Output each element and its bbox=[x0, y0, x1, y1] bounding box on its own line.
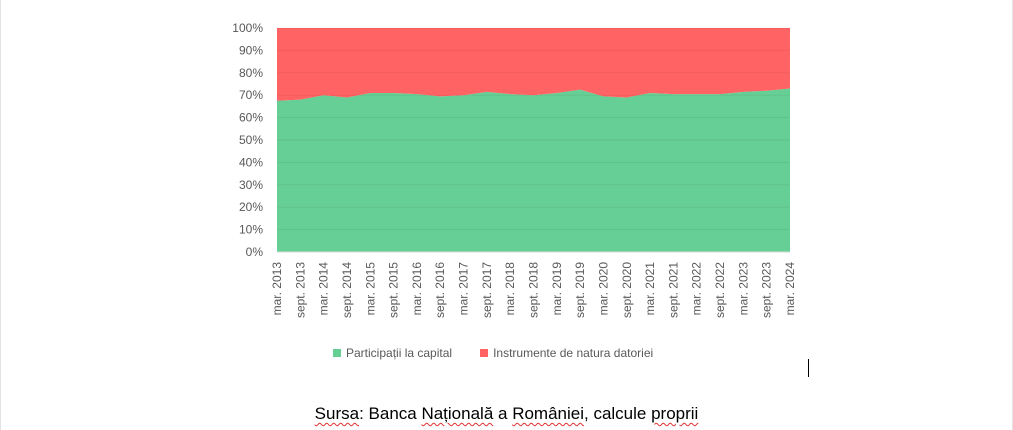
y-tick-label: 40% bbox=[239, 155, 263, 169]
x-axis-ticks: mar. 2013 sept. 2013 mar. 2014 sept. 2014 ma… bbox=[270, 262, 797, 318]
y-tick-label: 50% bbox=[239, 133, 263, 147]
x-tick-label: sept. 2018 bbox=[527, 262, 541, 318]
y-tick-label: 70% bbox=[239, 88, 263, 102]
x-tick-label: mar. 2014 bbox=[317, 262, 331, 316]
x-tick-label: mar. 2023 bbox=[736, 262, 750, 316]
caption-text: a bbox=[493, 404, 513, 423]
x-tick-label: mar. 2019 bbox=[550, 262, 564, 316]
y-tick-label: 60% bbox=[239, 111, 263, 125]
y-axis-ticks: 0% 10% 20% 30% 40% 50% 60% 70% 80% 90% 100% bbox=[232, 21, 790, 259]
caption-word: Națională bbox=[421, 404, 494, 423]
x-tick-label: mar. 2015 bbox=[363, 262, 377, 316]
legend-item-participatii: Participații la capital bbox=[333, 346, 452, 360]
x-tick-label: mar. 2013 bbox=[270, 262, 284, 316]
text-cursor bbox=[808, 359, 809, 377]
x-tick-label: sept. 2013 bbox=[293, 262, 307, 318]
x-tick-label: sept. 2015 bbox=[387, 262, 401, 318]
source-caption: Sursa: Banca Națională a României, calcu… bbox=[0, 404, 1013, 424]
x-tick-label: mar. 2018 bbox=[503, 262, 517, 316]
x-tick-label: mar. 2021 bbox=[643, 262, 657, 316]
legend-item-instrumente: Instrumente de natura datoriei bbox=[480, 346, 653, 360]
x-tick-label: sept. 2023 bbox=[760, 262, 774, 318]
x-tick-label: sept. 2020 bbox=[620, 262, 634, 318]
y-tick-label: 100% bbox=[232, 21, 263, 35]
x-tick-label: mar. 2022 bbox=[690, 262, 704, 316]
area-series-1 bbox=[277, 28, 790, 101]
legend-swatch-green bbox=[333, 349, 341, 357]
legend-label: Instrumente de natura datoriei bbox=[493, 346, 654, 360]
y-tick-label: 0% bbox=[246, 245, 264, 259]
caption-word: Sursa bbox=[314, 404, 360, 423]
x-tick-label: mar. 2017 bbox=[457, 262, 471, 316]
y-tick-label: 20% bbox=[239, 200, 263, 214]
x-tick-label: sept. 2014 bbox=[340, 262, 354, 318]
x-tick-label: sept. 2016 bbox=[433, 262, 447, 318]
x-tick-label: mar. 2024 bbox=[783, 262, 797, 316]
x-tick-label: mar. 2020 bbox=[596, 262, 610, 316]
caption-word: României bbox=[512, 404, 584, 423]
x-tick-label: sept. 2019 bbox=[573, 262, 587, 318]
plot-area bbox=[277, 28, 790, 252]
legend: Participații la capital Instrumente de n… bbox=[333, 346, 681, 360]
x-tick-label: sept. 2021 bbox=[666, 262, 680, 318]
area-series-0 bbox=[277, 88, 790, 252]
caption-word: proprii bbox=[651, 404, 699, 423]
legend-label: Participații la capital bbox=[346, 346, 453, 360]
x-tick-label: mar. 2016 bbox=[410, 262, 424, 316]
y-tick-label: 90% bbox=[239, 43, 263, 57]
legend-swatch-red bbox=[480, 349, 489, 357]
y-tick-label: 30% bbox=[239, 178, 263, 192]
caption-text: : Banca bbox=[359, 404, 422, 423]
x-tick-label: sept. 2017 bbox=[480, 262, 494, 318]
caption-text: , calcule bbox=[584, 404, 652, 423]
y-tick-label: 80% bbox=[239, 66, 263, 80]
y-tick-label: 10% bbox=[239, 223, 263, 237]
x-tick-label: sept. 2022 bbox=[713, 262, 727, 318]
